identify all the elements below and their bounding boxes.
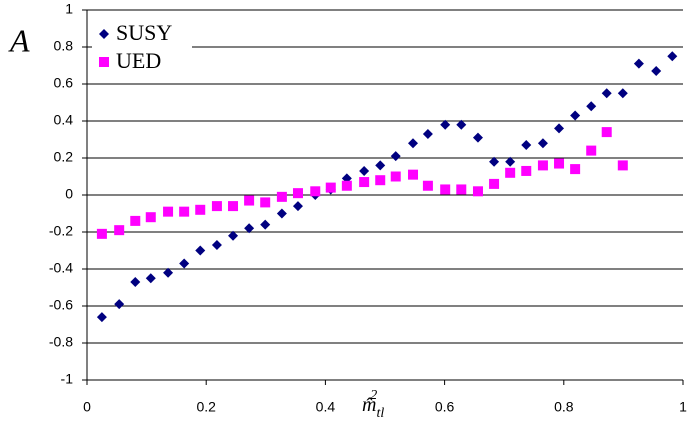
x-tick-label: 0.8 — [554, 399, 574, 415]
point — [359, 165, 370, 176]
point — [570, 110, 581, 121]
point — [179, 258, 190, 269]
point — [472, 186, 483, 197]
point — [651, 66, 662, 77]
legend-marker — [99, 57, 109, 67]
point — [617, 160, 628, 171]
point — [440, 184, 451, 195]
point — [359, 177, 370, 188]
point — [211, 239, 222, 250]
y-tick-label: 0 — [65, 186, 73, 202]
legend-marker — [99, 29, 109, 39]
point — [96, 312, 107, 323]
point — [456, 119, 467, 130]
point — [292, 188, 303, 199]
point — [570, 164, 581, 175]
y-tick-label: -0.8 — [49, 334, 73, 350]
point — [390, 171, 401, 182]
y-tick-label: 0.8 — [54, 38, 74, 54]
point — [617, 88, 628, 99]
x-label-sub: tl — [376, 406, 384, 421]
point — [179, 206, 190, 217]
x-tick-label: 0.6 — [435, 399, 455, 415]
point — [228, 230, 239, 241]
point — [195, 204, 206, 215]
legend-label: UED — [116, 48, 161, 73]
point — [163, 206, 174, 217]
point — [422, 180, 433, 191]
point — [472, 132, 483, 143]
point — [408, 169, 419, 180]
point — [114, 225, 125, 236]
point — [325, 182, 336, 193]
y-tick-label: -1 — [61, 371, 74, 387]
point — [276, 191, 287, 202]
point — [130, 276, 141, 287]
point — [422, 128, 433, 139]
point — [440, 119, 451, 130]
point — [521, 165, 532, 176]
point — [228, 201, 239, 212]
point — [163, 267, 174, 278]
point — [586, 145, 597, 156]
x-tick-label: 0.2 — [196, 399, 216, 415]
point — [456, 184, 467, 195]
point — [310, 186, 321, 197]
y-tick-label: 0.4 — [54, 112, 74, 128]
point — [96, 228, 107, 239]
point — [554, 158, 565, 169]
point — [537, 138, 548, 149]
point — [292, 201, 303, 212]
point — [341, 180, 352, 191]
x-label-sup: 2 — [370, 388, 377, 403]
point — [521, 140, 532, 151]
x-tick-label: 1 — [679, 399, 687, 415]
y-tick-label: -0.4 — [49, 260, 73, 276]
y-axis-label: A — [8, 22, 30, 58]
point — [260, 219, 271, 230]
point — [244, 223, 255, 234]
point — [195, 245, 206, 256]
point — [505, 156, 516, 167]
point — [145, 212, 156, 223]
point — [667, 51, 678, 62]
point — [537, 160, 548, 171]
point — [375, 160, 386, 171]
point — [244, 195, 255, 206]
point — [211, 201, 222, 212]
x-axis-label: m̂tl 2 — [362, 388, 384, 421]
point — [554, 123, 565, 134]
point — [633, 58, 644, 69]
point — [130, 215, 141, 226]
y-tick-label: 0.6 — [54, 75, 74, 91]
y-tick-label: -0.6 — [49, 297, 73, 313]
x-tick-label: 0.4 — [316, 399, 336, 415]
point — [586, 101, 597, 112]
x-label-base: m̂ — [362, 394, 376, 416]
point — [114, 299, 125, 310]
y-tick-label: 1 — [65, 1, 73, 17]
point — [601, 127, 612, 138]
point — [489, 156, 500, 167]
point — [145, 273, 156, 284]
point — [408, 138, 419, 149]
y-tick-label: 0.2 — [54, 149, 74, 165]
point — [276, 208, 287, 219]
point — [260, 197, 271, 208]
point — [375, 175, 386, 186]
x-tick-label: 0 — [83, 399, 91, 415]
point — [505, 167, 516, 178]
y-tick-label: -0.2 — [49, 223, 73, 239]
point — [601, 88, 612, 99]
point — [390, 151, 401, 162]
point — [489, 178, 500, 189]
legend-label: SUSY — [116, 20, 172, 45]
